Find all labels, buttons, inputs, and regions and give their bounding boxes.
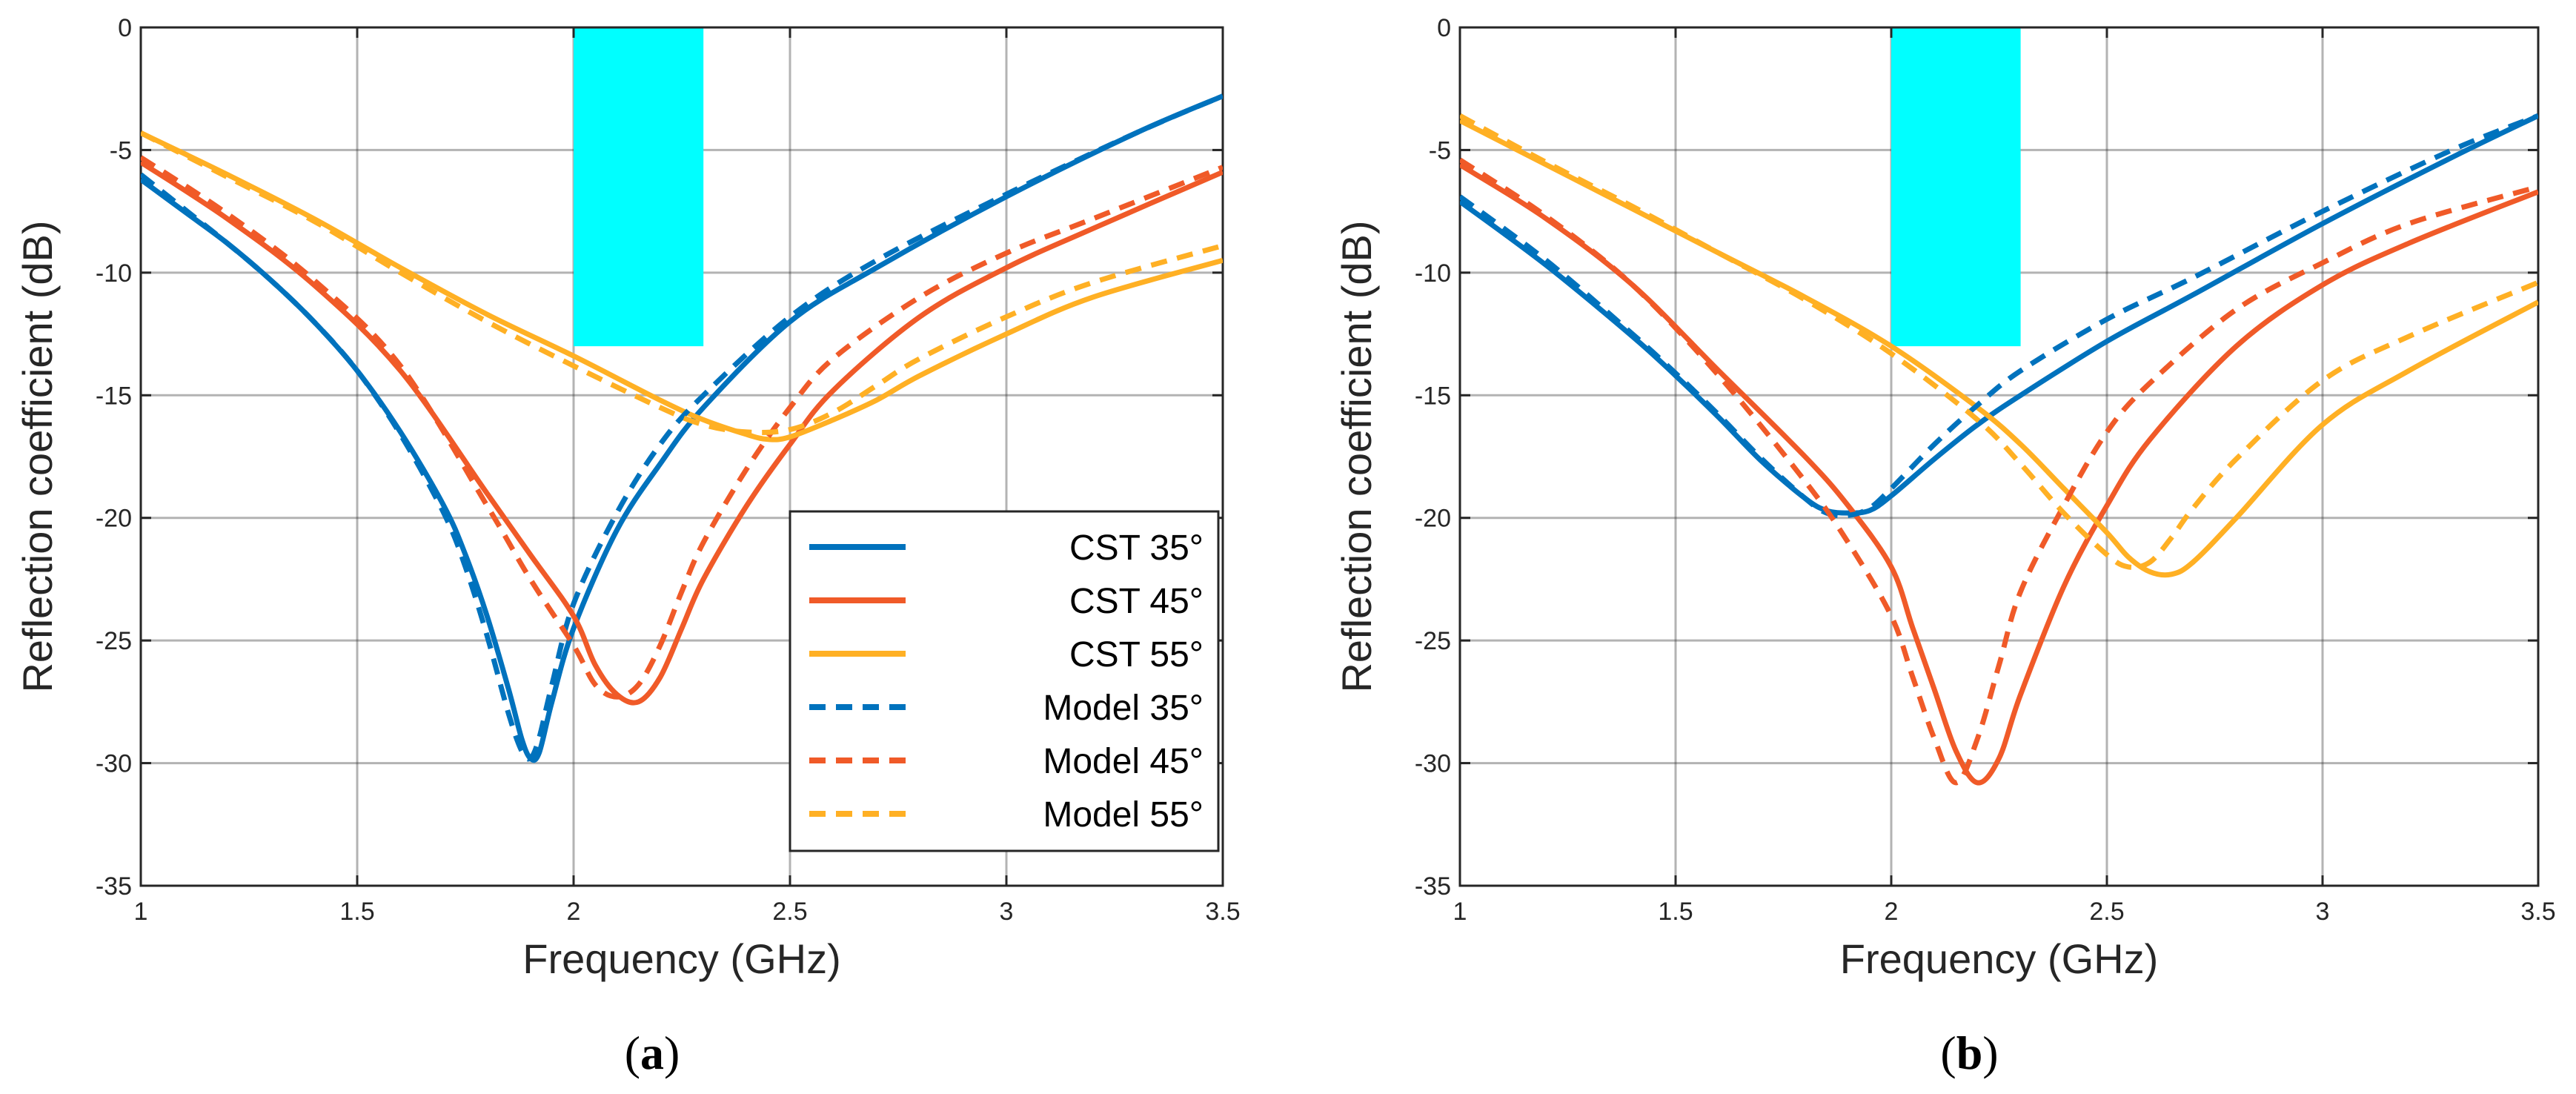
legend-entry: CST 45°	[1069, 582, 1204, 621]
legend-entry: Model 55°	[1043, 795, 1204, 835]
y-axis-label: Reflection coefficient (dB)	[14, 220, 61, 692]
legend-entry: CST 35°	[1069, 528, 1204, 568]
y-tick-label: 0	[1437, 14, 1451, 42]
y-tick-label: -30	[96, 750, 132, 778]
figure: 1 1.5 2 2.5 3 3.5 0 -5 -10 -15 -20 -25 -30 -35 Frequen…	[0, 0, 2576, 1094]
x-axis-label: Frequency (GHz)	[522, 935, 840, 982]
panel-label-letter: b	[1956, 1027, 1983, 1079]
x-tick-label: 3.5	[1205, 898, 1240, 926]
y-axis-label: Reflection coefficient (dB)	[1333, 220, 1380, 692]
panel-label-close-paren: )	[1982, 1027, 1998, 1079]
x-tick-label: 3	[2316, 898, 2330, 926]
x-tick-label: 3	[1000, 898, 1014, 926]
x-axis-label: Frequency (GHz)	[1840, 935, 2158, 982]
chart-panel-b: 1 1.5 2 2.5 3 3.5 0 -5 -10 -15 -20 -25 -30 -35 Frequen…	[1333, 14, 2556, 1079]
panel-label-open-paren: (	[625, 1027, 640, 1079]
x-tick-label: 2	[1885, 898, 1899, 926]
panel-label: (a)	[625, 1027, 680, 1079]
panel-label-open-paren: (	[1940, 1027, 1956, 1079]
x-tick-label: 2	[567, 898, 581, 926]
y-tick-label: -10	[96, 259, 132, 288]
y-tick-label: -5	[1429, 136, 1451, 165]
x-tick-label: 1	[1453, 898, 1467, 926]
y-tick-label: -30	[1415, 750, 1451, 778]
y-tick-label: -20	[96, 505, 132, 533]
legend-entry: Model 35°	[1043, 689, 1204, 728]
x-tick-label: 1	[134, 898, 148, 926]
frequency-band-highlight	[1891, 27, 2021, 346]
y-tick-label: -5	[110, 136, 132, 165]
frequency-band-highlight	[574, 27, 703, 346]
legend: CST 35° CST 45° CST 55° Model 35° Model 45° M…	[790, 511, 1218, 851]
panel-label: (b)	[1940, 1027, 1998, 1079]
y-tick-label: -35	[1415, 872, 1451, 901]
y-tick-label: -10	[1415, 259, 1451, 288]
y-tick-label: -25	[96, 627, 132, 655]
y-tick-label: -20	[1415, 505, 1451, 533]
y-tick-label: -15	[1415, 382, 1451, 410]
x-tick-label: 2.5	[2089, 898, 2124, 926]
x-tick-label: 3.5	[2520, 898, 2555, 926]
x-tick-label: 1.5	[1658, 898, 1693, 926]
y-tick-label: -35	[96, 872, 132, 901]
x-tick-label: 2.5	[772, 898, 807, 926]
legend-entry: Model 45°	[1043, 742, 1204, 781]
y-tick-label: 0	[118, 14, 132, 42]
y-tick-label: -15	[96, 382, 132, 410]
legend-entry: CST 55°	[1069, 635, 1204, 674]
x-tick-label: 1.5	[339, 898, 374, 926]
chart-panel-a: 1 1.5 2 2.5 3 3.5 0 -5 -10 -15 -20 -25 -30 -35 Frequen…	[14, 14, 1241, 1079]
panel-label-letter: a	[640, 1027, 664, 1079]
y-tick-label: -25	[1415, 627, 1451, 655]
panel-label-close-paren: )	[664, 1027, 680, 1079]
